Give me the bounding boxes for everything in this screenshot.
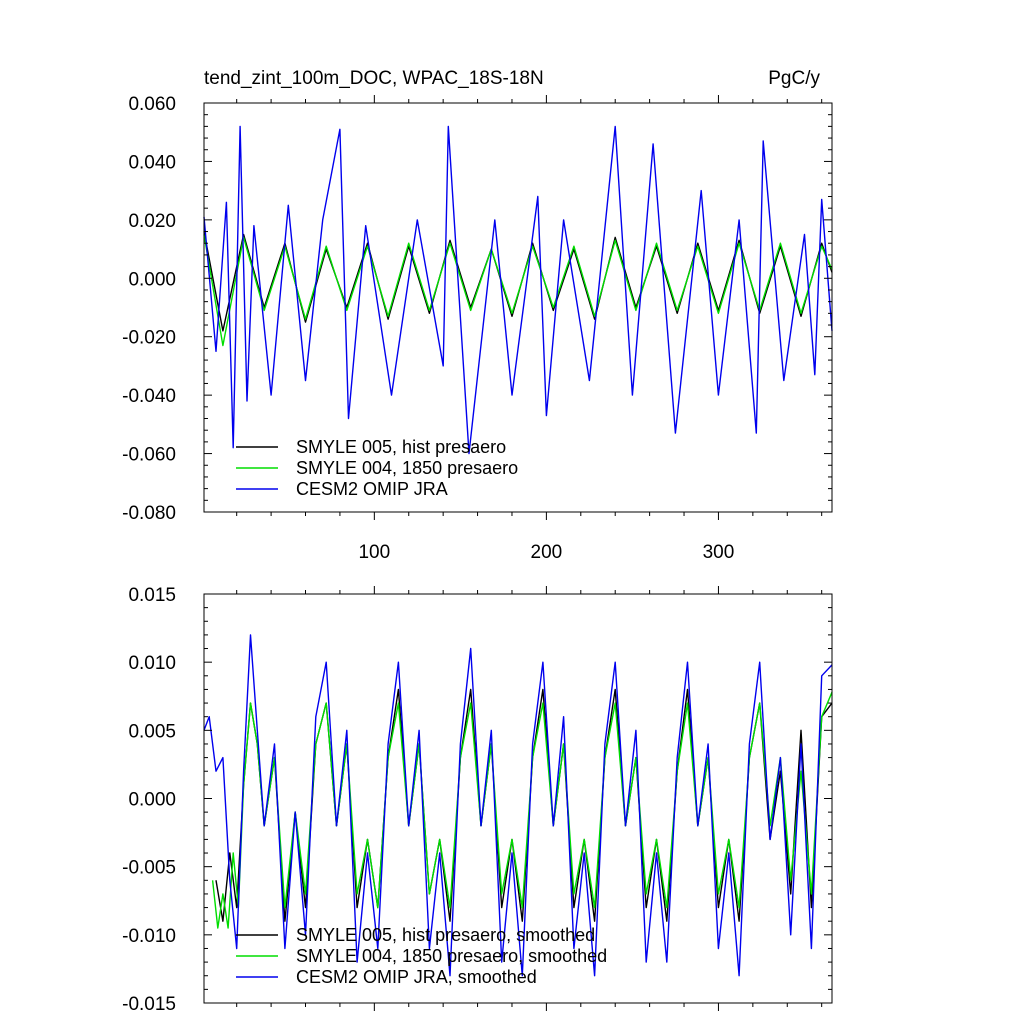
legend-label-1: SMYLE 004, 1850 presaero, smoothed (296, 946, 607, 966)
x-tick-label: 100 (358, 542, 390, 563)
x-tick-label: 300 (703, 542, 735, 563)
series-line-2 (203, 634, 833, 977)
bottom-panel-legend: SMYLE 005, hist presaero, smoothedSMYLE … (236, 925, 607, 987)
top-panel-ticks: -0.080 -0.060 -0.040 -0.020 0.000 0.020 0.040 0… (122, 94, 832, 563)
y-tick-label: 0.005 (128, 721, 176, 742)
bottom-panel: -0.015 -0.010 -0.005 0.000 0.005 0.010 0.015 S… (122, 585, 833, 1015)
legend-label-0: SMYLE 005, hist presaero, smoothed (296, 925, 595, 945)
x-tick-label: 200 (531, 542, 563, 563)
top-panel-series (203, 125, 833, 455)
y-tick-label: -0.080 (122, 503, 176, 524)
legend-label-2: CESM2 OMIP JRA (296, 479, 448, 499)
top-panel-frame (203, 102, 833, 513)
y-tick-label: -0.010 (122, 926, 176, 947)
bottom-panel-ticks: -0.015 -0.010 -0.005 0.000 0.005 0.010 0.015 (122, 585, 832, 1015)
legend-label-2: CESM2 OMIP JRA, smoothed (296, 967, 537, 987)
y-tick-label: -0.040 (122, 386, 176, 407)
series-line-2 (203, 125, 833, 455)
y-tick-label: -0.060 (122, 445, 176, 466)
y-tick-label: 0.020 (128, 211, 176, 232)
y-tick-label: 0.040 (128, 152, 176, 173)
top-title-left: tend_zint_100m_DOC, WPAC_18S-18N (204, 68, 544, 89)
y-tick-label: -0.005 (122, 858, 176, 879)
legend-label-0: SMYLE 005, hist presaero (296, 437, 506, 457)
y-tick-label: -0.020 (122, 328, 176, 349)
y-tick-label: 0.000 (128, 269, 176, 290)
y-tick-label: 0.015 (128, 585, 176, 606)
y-tick-label: 0.010 (128, 653, 176, 674)
y-tick-label: 0.000 (128, 790, 176, 811)
bottom-panel-series (203, 634, 833, 977)
y-tick-label: 0.060 (128, 94, 176, 115)
legend-label-1: SMYLE 004, 1850 presaero (296, 458, 518, 478)
y-tick-label: -0.015 (122, 994, 176, 1015)
top-title-right: PgC/y (768, 68, 820, 89)
top-panel: -0.080 -0.060 -0.040 -0.020 0.000 0.020 0.040 0… (122, 94, 833, 563)
series-line-1 (211, 691, 833, 929)
series-line-1 (203, 234, 833, 347)
